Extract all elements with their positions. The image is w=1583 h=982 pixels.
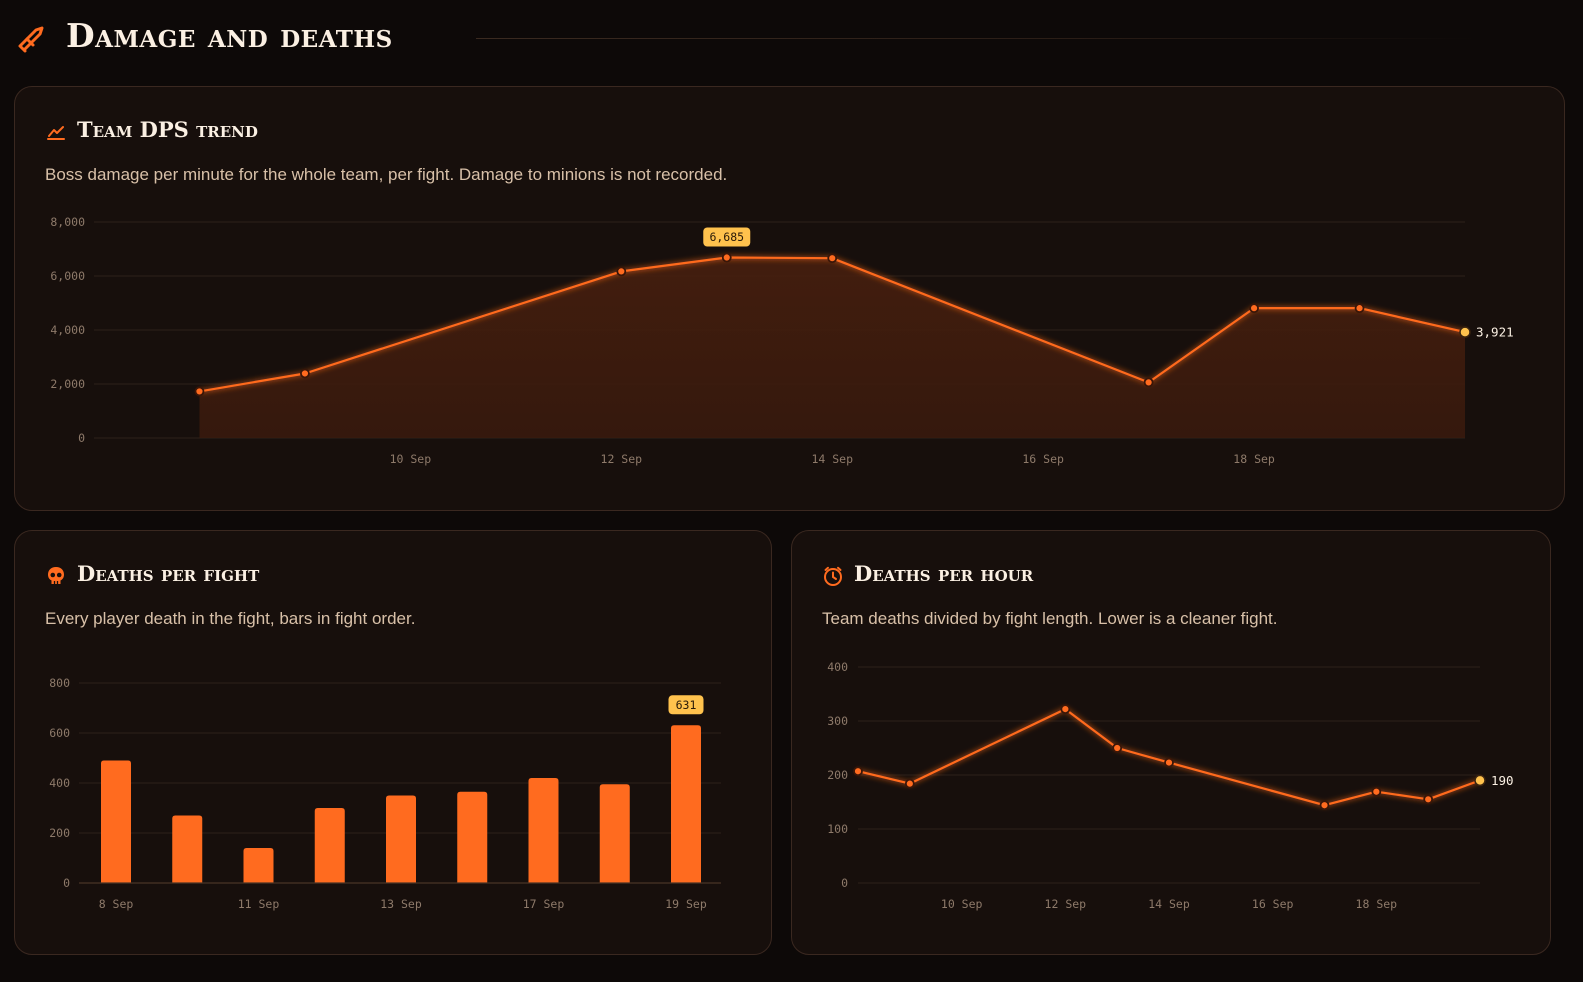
last-value-label: 190 [1491, 773, 1514, 788]
bar [599, 784, 630, 883]
bar [243, 848, 274, 883]
data-point [1249, 303, 1259, 314]
data-point [853, 766, 863, 777]
data-point [721, 252, 732, 263]
data-point [1060, 704, 1071, 715]
y-tick-label: 8,000 [50, 215, 85, 229]
bar [457, 791, 488, 883]
x-tick-label: 16 Sep [1022, 452, 1064, 466]
card-description: Team deaths divided by fight length. Low… [822, 609, 1278, 628]
trend-line-icon [47, 126, 65, 140]
deaths-per-hour-chart: 0 100 200 300 400 10 Sep 12 Sep 14 Sep 16 Sep 18 … [827, 660, 1514, 911]
bar [671, 725, 701, 883]
x-tick-label: 11 Sep [238, 897, 280, 911]
last-value-label: 3,921 [1476, 325, 1514, 340]
card-title: Deaths per fight [77, 561, 260, 586]
data-point [194, 386, 205, 397]
data-point [1112, 743, 1123, 753]
y-tick-label: 800 [49, 676, 70, 690]
y-tick-label: 100 [827, 822, 848, 836]
y-tick-label: 200 [827, 768, 848, 782]
peak-badge [703, 227, 751, 247]
x-tick-label: 12 Sep [601, 452, 643, 466]
x-tick-label: 18 Sep [1356, 897, 1398, 911]
x-tick-label: 14 Sep [811, 452, 853, 466]
x-tick-label: 10 Sep [941, 897, 983, 911]
x-tick-label: 13 Sep [380, 897, 422, 911]
card-description: Boss damage per minute for the whole tea… [45, 165, 728, 184]
bar [314, 808, 345, 883]
y-tick-label: 0 [841, 876, 848, 890]
clock-icon [824, 566, 842, 586]
series-area [199, 257, 1465, 438]
card-title: Deaths per hour [854, 561, 1034, 586]
last-data-point [1474, 774, 1486, 787]
x-tick-label: 16 Sep [1252, 897, 1294, 911]
data-point [1143, 377, 1154, 388]
data-point [1354, 303, 1365, 314]
header-divider [476, 38, 1476, 39]
team-dps-chart: 0 2,000 4,000 6,000 8,000 10 Sep 12 Sep 14 Sep 1… [50, 215, 1514, 466]
peak-value-label: 6,685 [709, 230, 744, 244]
x-tick-label: 10 Sep [390, 452, 432, 466]
deaths-per-hour-card: Deaths per hour Team deaths divided by f… [791, 530, 1551, 955]
series-line [857, 708, 1481, 807]
data-point [1371, 786, 1382, 797]
peak-badge [668, 695, 704, 715]
y-tick-label: 0 [78, 431, 85, 445]
card-title: Team DPS trend [77, 117, 258, 142]
section-header: Damage and deaths [16, 14, 1556, 64]
data-point [300, 368, 310, 379]
y-tick-label: 4,000 [50, 323, 85, 337]
bar [172, 815, 203, 883]
y-tick-label: 400 [49, 776, 70, 790]
y-tick-label: 400 [827, 660, 848, 674]
x-tick-label: 14 Sep [1148, 897, 1190, 911]
team-dps-card: Team DPS trend Boss damage per minute fo… [14, 86, 1565, 511]
x-tick-label: 8 Sep [99, 897, 134, 911]
skull-icon [48, 567, 64, 584]
data-point [1164, 757, 1174, 768]
data-point [1423, 794, 1434, 805]
bar [528, 778, 559, 883]
x-tick-label: 17 Sep [523, 897, 565, 911]
x-tick-label: 18 Sep [1233, 452, 1275, 466]
data-point [1319, 800, 1330, 811]
data-point [616, 266, 627, 277]
x-tick-label: 19 Sep [665, 897, 707, 911]
bar [386, 795, 416, 883]
x-tick-label: 12 Sep [1045, 897, 1087, 911]
data-point [904, 778, 915, 789]
dagger-icon [18, 26, 44, 53]
card-description: Every player death in the fight, bars in… [45, 609, 416, 628]
y-tick-label: 2,000 [50, 377, 85, 391]
page-title: Damage and deaths [66, 16, 393, 55]
y-tick-label: 200 [49, 826, 70, 840]
last-data-point [1459, 326, 1471, 338]
y-tick-label: 300 [827, 714, 848, 728]
y-tick-label: 6,000 [50, 269, 85, 283]
data-point [827, 253, 838, 264]
deaths-per-fight-card: Deaths per fight Every player death in t… [14, 530, 772, 955]
deaths-per-fight-chart: 0 200 400 600 800 8 Sep 11 Sep 13 Sep 17 Sep 19 S… [49, 676, 721, 911]
y-tick-label: 600 [49, 726, 70, 740]
peak-value-label: 631 [676, 698, 697, 712]
y-tick-label: 0 [63, 876, 70, 890]
bar [101, 760, 131, 883]
